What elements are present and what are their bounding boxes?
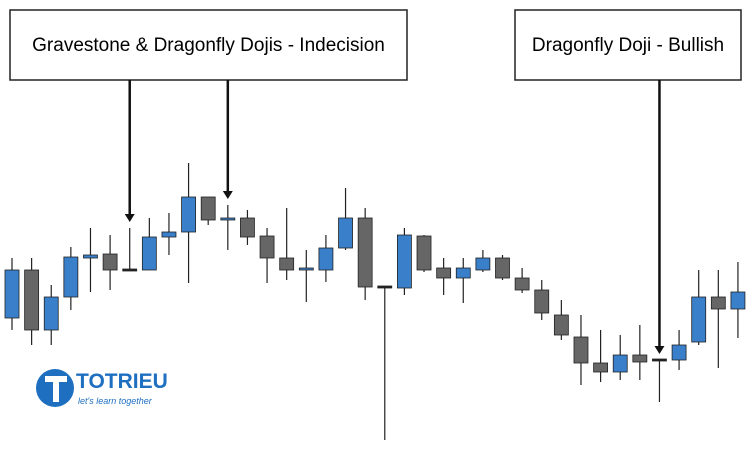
candle-body <box>318 247 334 271</box>
candle-body <box>632 354 648 363</box>
candle-body <box>416 235 432 271</box>
annotation-text: Gravestone & Dragonfly Dojis - Indecisio… <box>32 35 385 56</box>
candle-body <box>475 257 491 271</box>
candle-body <box>612 354 628 373</box>
candle-body <box>4 269 20 319</box>
candle-body <box>495 257 510 279</box>
candle-body <box>102 253 118 271</box>
candle-body <box>161 231 177 238</box>
candle-body <box>573 336 589 364</box>
candle-body <box>43 296 59 331</box>
annotation-box <box>514 9 742 81</box>
candle-body <box>259 235 275 259</box>
candle-body <box>514 277 530 291</box>
candle-body <box>730 291 746 310</box>
candle-body <box>652 358 667 362</box>
candle-body <box>455 267 471 279</box>
candle-body <box>553 314 569 336</box>
candle-body <box>593 362 608 373</box>
annotation-text: Dragonfly Doji - Bullish <box>532 35 724 56</box>
annotation-arrowhead <box>124 214 135 222</box>
candle-body <box>671 344 687 361</box>
logo: TOTRIEU let's learn together <box>36 369 168 407</box>
candle-body <box>357 217 373 288</box>
logo-icon-letter <box>45 376 67 402</box>
candle-body <box>240 217 255 238</box>
candle-body <box>691 296 707 343</box>
candle-body <box>534 289 550 314</box>
logo-name: TOTRIEU <box>76 370 168 393</box>
annotation-box <box>9 9 408 81</box>
annotation-arrowhead <box>654 346 665 354</box>
candle-body <box>83 254 98 259</box>
annotation-arrowhead <box>222 191 233 199</box>
candle-body <box>338 217 353 249</box>
candle-body <box>298 267 314 271</box>
candle-body <box>63 256 79 298</box>
candle-body <box>220 217 236 221</box>
candle-body <box>200 196 216 221</box>
candle-body <box>436 267 452 279</box>
candle-body <box>24 269 40 331</box>
candle-body <box>122 268 138 272</box>
logo-tagline: let's learn together <box>78 396 153 406</box>
candle-body <box>141 236 157 271</box>
candle-body <box>710 296 726 310</box>
candle-body <box>279 257 295 271</box>
candle-body <box>181 196 196 233</box>
candle-body <box>396 234 412 289</box>
candle-body <box>377 285 393 289</box>
